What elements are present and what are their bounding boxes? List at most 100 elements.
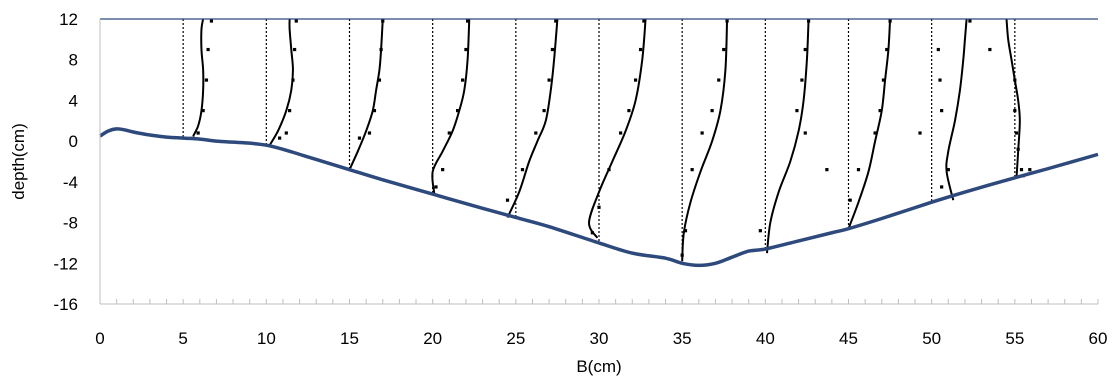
x-tick-label: 40 <box>756 329 775 348</box>
measured-point <box>293 47 297 52</box>
measured-point <box>940 185 944 189</box>
measured-point <box>447 131 451 135</box>
measured-point <box>505 198 510 202</box>
measured-point <box>968 19 972 23</box>
velocity-profile-line <box>1005 18 1021 178</box>
y-tick-label: -4 <box>63 173 78 192</box>
y-tick-label: -8 <box>63 214 78 233</box>
measured-point <box>938 78 942 82</box>
velocity-profile-line <box>945 18 968 201</box>
measured-point <box>288 109 292 113</box>
measured-point <box>294 19 298 23</box>
measured-point <box>758 229 762 233</box>
velocity-profiles <box>192 18 1021 262</box>
measured-point <box>196 131 200 135</box>
measured-point <box>690 168 694 172</box>
y-tick-labels: 12 8 4 0 -4 -8 -12 -16 <box>53 10 78 314</box>
bed-profile-line <box>99 127 1099 268</box>
measured-point <box>465 19 470 23</box>
measured-point <box>1028 168 1032 172</box>
measured-point <box>795 109 799 113</box>
measured-point <box>710 109 714 113</box>
measured-point <box>284 131 288 135</box>
measured-point <box>633 78 638 82</box>
x-tick-label: 0 <box>95 329 104 348</box>
measured-point <box>825 168 829 172</box>
x-tick-label: 5 <box>178 329 187 348</box>
velocity-profile-line <box>847 18 892 230</box>
x-tick-label: 20 <box>423 329 442 348</box>
velocity-profile-line <box>431 18 471 195</box>
measured-point <box>946 168 950 172</box>
measured-point <box>434 185 438 189</box>
x-tick-labels: 0 5 10 15 20 25 30 35 40 45 50 55 60 <box>95 329 1107 348</box>
x-axis-title: B(cm) <box>576 357 621 376</box>
measured-point <box>700 131 704 135</box>
measured-point <box>722 47 726 52</box>
measured-point <box>638 47 643 52</box>
measured-point <box>597 205 601 209</box>
measured-point <box>642 19 646 23</box>
measured-point <box>988 47 992 52</box>
x-tick-label: 60 <box>1089 329 1108 348</box>
x-tick-label: 50 <box>922 329 941 348</box>
measured-point <box>372 109 377 113</box>
velocity-profile-line <box>588 18 647 239</box>
measured-point <box>441 168 445 172</box>
y-tick-label: 12 <box>59 10 78 29</box>
velocity-profile-line <box>766 18 810 254</box>
measured-point <box>377 78 382 82</box>
reference-lines <box>182 19 1016 264</box>
measured-point <box>848 198 852 202</box>
measured-points <box>191 19 1032 257</box>
measured-point <box>918 131 922 135</box>
measured-point <box>878 109 882 113</box>
measured-point <box>940 109 944 113</box>
measured-point <box>1013 109 1017 113</box>
y-tick-label: 0 <box>69 132 78 151</box>
velocity-profile-line <box>268 18 294 146</box>
measured-point <box>461 78 465 82</box>
measured-point <box>206 47 210 52</box>
velocity-profile-line <box>192 18 205 137</box>
x-tick-label: 25 <box>506 329 525 348</box>
measured-point <box>534 131 538 135</box>
y-tick-label: 4 <box>69 91 78 110</box>
measured-point <box>1019 168 1024 172</box>
measured-point <box>357 136 362 140</box>
measured-point <box>209 19 214 23</box>
y-axis-title: depth(cm) <box>9 123 28 200</box>
velocity-profile-line <box>506 18 559 218</box>
measured-point <box>873 131 877 135</box>
x-tick-label: 55 <box>1005 329 1024 348</box>
measured-point <box>856 168 861 172</box>
y-tick-label: -12 <box>53 254 78 273</box>
measured-point <box>201 109 205 113</box>
measured-point <box>936 47 940 52</box>
measured-point <box>464 47 468 52</box>
measured-point <box>278 136 282 140</box>
x-tick-label: 45 <box>839 329 858 348</box>
x-tick-label: 15 <box>340 329 359 348</box>
velocity-profile-line <box>348 18 384 171</box>
measured-point <box>550 47 555 52</box>
velocity-profile-line <box>681 18 729 262</box>
measured-point <box>881 78 886 82</box>
measured-point <box>547 78 551 82</box>
measured-point <box>803 131 807 135</box>
axes <box>99 18 1099 305</box>
measured-point <box>683 229 688 233</box>
measured-point <box>717 78 721 82</box>
measured-point <box>800 78 804 82</box>
x-tick-label: 30 <box>590 329 609 348</box>
measured-point <box>367 131 372 135</box>
measured-point <box>619 131 623 135</box>
measured-point <box>627 109 631 113</box>
x-tick-label: 35 <box>673 329 692 348</box>
measured-point <box>520 168 525 172</box>
y-tick-label: -16 <box>53 295 78 314</box>
measured-point <box>885 47 889 52</box>
measured-point <box>803 47 807 52</box>
measured-point <box>554 19 558 23</box>
